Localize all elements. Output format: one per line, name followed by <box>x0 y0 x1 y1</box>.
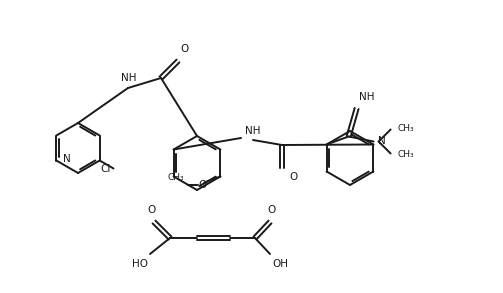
Text: N: N <box>63 154 71 164</box>
Text: NH: NH <box>121 73 137 83</box>
Text: O: O <box>180 44 188 54</box>
Text: HO: HO <box>132 259 148 269</box>
Text: NH: NH <box>359 91 374 101</box>
Text: N: N <box>378 137 385 146</box>
Text: CH₃: CH₃ <box>397 150 414 159</box>
Text: CH₃: CH₃ <box>168 173 185 181</box>
Text: Cl: Cl <box>100 163 111 173</box>
Text: OH: OH <box>272 259 288 269</box>
Text: CH₃: CH₃ <box>397 124 414 133</box>
Text: NH: NH <box>245 126 261 136</box>
Text: O: O <box>268 205 276 215</box>
Text: O: O <box>198 180 207 190</box>
Text: O: O <box>289 172 297 182</box>
Text: O: O <box>148 205 156 215</box>
